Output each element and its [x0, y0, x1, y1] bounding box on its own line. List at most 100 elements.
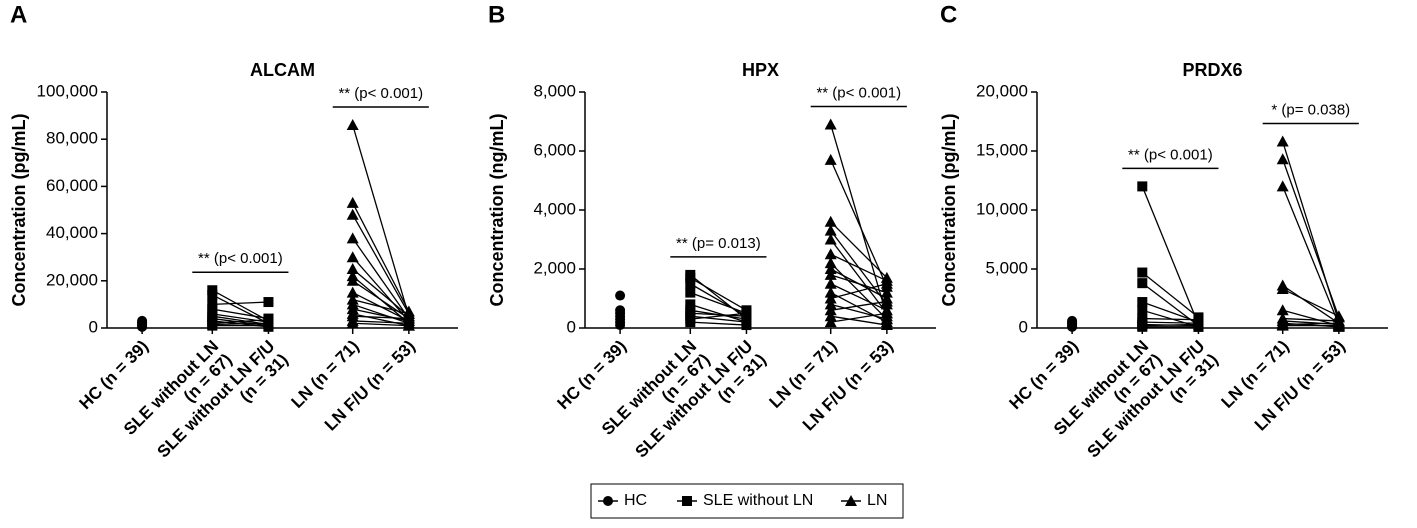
pair-line: [830, 274, 888, 294]
pair-line: [212, 322, 269, 326]
pair-line: [1142, 323, 1199, 327]
significance-label: ** (p< 0.001): [198, 250, 283, 267]
point: [824, 118, 837, 130]
point: [824, 316, 837, 328]
pair-line: [830, 239, 888, 314]
y-tick-label: 0: [1019, 317, 1028, 336]
significance-label: * (p= 0.038): [1271, 102, 1350, 119]
point: [346, 274, 359, 286]
point: [824, 286, 837, 298]
pair-line: [689, 274, 747, 320]
pair-line: [830, 300, 887, 311]
y-axis-label: Concentration (ng/mL): [487, 114, 507, 307]
x-tick-label-group: HC (n = 39): [1006, 337, 1083, 414]
point: [346, 196, 359, 208]
pair-line: [1282, 284, 1340, 324]
pair-line: [830, 124, 888, 317]
point: [402, 319, 415, 331]
pair-line: [830, 303, 888, 320]
x-tick-label: HC (n = 39): [1006, 337, 1083, 414]
pair-line: [689, 283, 747, 317]
pair-line: [1142, 321, 1199, 324]
pair-line: [830, 312, 887, 323]
point: [207, 289, 218, 300]
point: [1137, 278, 1148, 289]
pair-line: [690, 312, 747, 317]
pair-line: [690, 321, 747, 326]
pair-line: [1282, 186, 1340, 325]
pair-line: [1141, 272, 1199, 318]
pair-line: [212, 301, 269, 306]
point: [824, 224, 837, 236]
point: [1137, 297, 1148, 308]
point: [824, 153, 837, 165]
pair-line: [1282, 288, 1340, 317]
pair-line: [352, 313, 409, 327]
pair-line: [689, 277, 747, 311]
pair-line: [830, 283, 888, 300]
point: [685, 317, 696, 328]
chart-title: PRDX6: [1182, 60, 1242, 80]
y-tick-label: 80,000: [46, 129, 98, 148]
y-tick-label: 2,000: [533, 258, 576, 277]
point: [824, 304, 837, 316]
y-tick-label: 5,000: [985, 258, 1028, 277]
point: [1332, 319, 1345, 331]
significance-label: ** (p< 0.001): [816, 84, 901, 101]
pair-line: [212, 308, 269, 320]
point: [346, 251, 359, 263]
point: [880, 307, 893, 319]
y-tick-label: 20,000: [976, 81, 1028, 100]
y-tick-label: 0: [567, 317, 576, 336]
y-tick-label: 60,000: [46, 176, 98, 195]
pair-line: [352, 202, 410, 312]
point: [880, 295, 893, 307]
point: [845, 495, 857, 506]
point: [1276, 135, 1289, 147]
point: [824, 298, 837, 310]
x-tick-label-group: HC (n = 39): [76, 337, 153, 414]
pair-line: [690, 303, 747, 323]
y-tick-label: 6,000: [533, 140, 576, 159]
point: [824, 263, 837, 274]
point: [824, 233, 837, 245]
point: [346, 208, 359, 220]
point: [1137, 321, 1148, 332]
pair-line: [830, 159, 888, 287]
point: [685, 278, 696, 289]
y-tick-label: 15,000: [976, 140, 1028, 159]
point: [346, 286, 359, 298]
point: [824, 310, 837, 322]
pair-line: [352, 268, 410, 317]
point: [880, 277, 893, 289]
pair-line: [690, 291, 747, 314]
point: [824, 215, 837, 227]
point: [824, 292, 837, 304]
pair-line: [1282, 322, 1339, 326]
point: [615, 320, 626, 331]
point: [1276, 153, 1289, 165]
significance-label: ** (p= 0.013): [676, 235, 761, 252]
pair-line: [352, 315, 409, 320]
point: [346, 317, 359, 329]
pair-line: [352, 303, 410, 324]
point: [1067, 317, 1078, 328]
x-tick-label: HC (n = 39): [76, 337, 153, 414]
pair-line: [352, 280, 410, 320]
y-axis-label: Concentration (pg/mL): [9, 114, 29, 307]
y-tick-label: 10,000: [976, 199, 1028, 218]
pair-line: [212, 319, 269, 324]
point: [346, 263, 359, 274]
legend-label: LN: [867, 492, 887, 509]
pair-line: [1282, 159, 1340, 318]
point: [824, 277, 837, 289]
pair-line: [212, 294, 269, 324]
point: [880, 313, 893, 325]
pair-line: [830, 315, 887, 326]
pair-line: [690, 312, 747, 320]
pair-line: [352, 214, 410, 315]
pair-line: [352, 124, 410, 317]
point: [880, 286, 893, 298]
pair-line: [830, 221, 888, 279]
